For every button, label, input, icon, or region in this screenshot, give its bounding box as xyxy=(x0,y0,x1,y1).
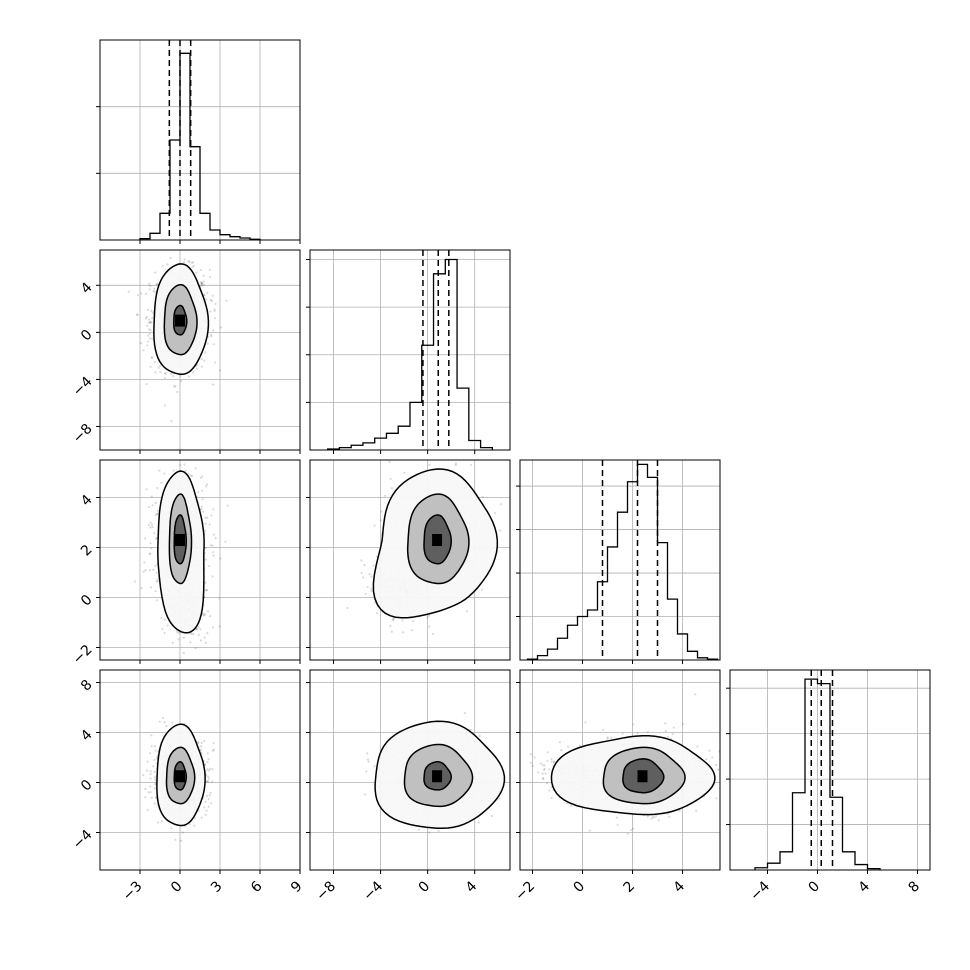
contour-line-0 xyxy=(173,761,188,791)
density-core xyxy=(175,534,185,546)
x-tick-label: −4 xyxy=(747,878,773,904)
panel-frame xyxy=(519,669,721,871)
density-core xyxy=(175,314,185,327)
y-tick-label: 4 xyxy=(78,280,96,298)
scatter-panel-1-2 xyxy=(309,459,511,661)
histogram-1 xyxy=(326,258,494,450)
panel-frame xyxy=(99,249,301,451)
x-tick-label: 0 xyxy=(806,878,824,896)
histogram-0 xyxy=(139,52,261,240)
panel-frame xyxy=(99,39,301,241)
panel-content xyxy=(100,460,300,660)
contour-line-1 xyxy=(163,283,198,356)
contour-line-1 xyxy=(403,743,474,808)
panel-frame xyxy=(309,459,511,661)
scatter-panel-0-1 xyxy=(99,249,301,451)
x-tick-label: 4 xyxy=(671,878,689,896)
scatter-panel-2-3 xyxy=(519,669,721,871)
contour-line-0 xyxy=(423,761,452,791)
x-tick-label: 2 xyxy=(621,878,639,896)
y-tick-label: 0 xyxy=(78,592,96,610)
contour-line-0 xyxy=(622,758,665,794)
contour-line-2 xyxy=(156,723,206,827)
panel-content xyxy=(520,670,720,870)
x-tick-label: 6 xyxy=(248,878,266,896)
scatter-panel-0-2 xyxy=(99,459,301,661)
y-tick-label: 0 xyxy=(78,777,96,795)
y-tick-label: −8 xyxy=(70,421,96,447)
contour-line-0 xyxy=(423,514,452,565)
y-tick-label: 4 xyxy=(78,492,96,510)
x-tick-label: 4 xyxy=(463,878,481,896)
panel-content xyxy=(100,250,300,450)
contour-line-1 xyxy=(165,746,196,805)
y-tick-label: 0 xyxy=(78,327,96,345)
contour-line-2 xyxy=(374,720,506,830)
contour-line-0 xyxy=(172,304,188,336)
marginal-panel-1 xyxy=(306,249,511,451)
density-core xyxy=(637,770,648,783)
panel-frame xyxy=(99,669,301,871)
y-tick-label: 2 xyxy=(78,542,96,560)
density-core xyxy=(432,770,443,783)
panel-frame xyxy=(729,669,931,871)
contour-line-1 xyxy=(602,746,686,805)
x-tick-label: 8 xyxy=(906,878,924,896)
marginal-panel-3 xyxy=(726,669,931,871)
density-core xyxy=(175,770,185,783)
contour-line-2 xyxy=(550,735,716,816)
scatter-panel-1-3 xyxy=(309,669,511,871)
panel-frame xyxy=(519,459,721,661)
y-tick-label: −4 xyxy=(70,374,96,400)
x-tick-label: 9 xyxy=(288,878,306,896)
contour-line-0 xyxy=(173,514,188,565)
panel-content xyxy=(100,670,300,870)
x-tick-label: −3 xyxy=(120,878,146,904)
density-core xyxy=(432,534,443,546)
x-tick-label: 0 xyxy=(571,878,589,896)
panel-frame xyxy=(309,249,511,451)
panel-frame xyxy=(309,669,511,871)
marginal-panel-0 xyxy=(96,39,301,241)
histogram-3 xyxy=(754,678,881,870)
contour-line-1 xyxy=(168,493,193,585)
contour-line-2 xyxy=(153,263,210,376)
x-tick-label: 4 xyxy=(856,878,874,896)
y-tick-label: −2 xyxy=(70,642,96,668)
y-tick-label: 4 xyxy=(78,727,96,745)
x-tick-label: −4 xyxy=(360,878,386,904)
x-tick-label: −8 xyxy=(313,878,339,904)
x-tick-label: 0 xyxy=(168,878,186,896)
contour-line-2 xyxy=(157,470,205,634)
panel-frame xyxy=(99,459,301,661)
panel-content xyxy=(310,460,510,660)
x-tick-label: −2 xyxy=(512,878,538,904)
y-tick-label: −4 xyxy=(70,827,96,853)
y-tick-label: 8 xyxy=(78,677,96,695)
panel-content xyxy=(310,670,510,870)
contour-line-1 xyxy=(406,493,470,585)
scatter-panel-0-3 xyxy=(99,669,301,871)
x-tick-label: 3 xyxy=(208,878,226,896)
marginal-panel-2 xyxy=(516,459,721,661)
contour-line-2 xyxy=(372,468,499,619)
histogram-2 xyxy=(526,463,719,660)
x-tick-label: 0 xyxy=(416,878,434,896)
